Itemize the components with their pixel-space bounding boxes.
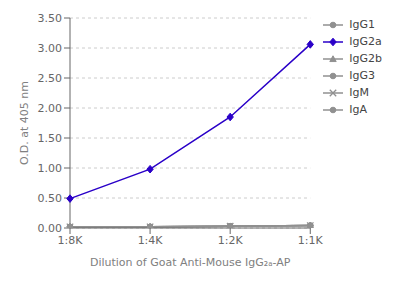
svg-text:3.00: 3.00	[38, 42, 63, 55]
html-text:IgG2b: IgG2b	[349, 52, 382, 65]
svg-text:3.50: 3.50	[38, 12, 63, 25]
svg-text:0.50: 0.50	[38, 192, 63, 205]
svg-text:1:2K: 1:2K	[218, 234, 244, 247]
html-text:IgA: IgA	[349, 103, 367, 116]
html-text:IgG1: IgG1	[349, 18, 375, 31]
svg-text:O.D. at 405 nm: O.D. at 405 nm	[18, 81, 31, 165]
svg-text:2.50: 2.50	[38, 72, 63, 85]
html-text:IgM: IgM	[349, 86, 369, 99]
svg-text:1.00: 1.00	[38, 162, 63, 175]
svg-text:Dilution of Goat Anti-Mouse Ig: Dilution of Goat Anti-Mouse IgG₂ₐ-AP	[90, 256, 291, 269]
svg-text:1:4K: 1:4K	[138, 234, 164, 247]
html-text:IgG2a: IgG2a	[349, 35, 382, 48]
svg-text:1:8K: 1:8K	[58, 234, 84, 247]
svg-text:1:1K: 1:1K	[298, 234, 324, 247]
html-text:IgG3: IgG3	[349, 69, 375, 82]
svg-text:1.50: 1.50	[38, 132, 63, 145]
svg-text:2.00: 2.00	[38, 102, 63, 115]
svg-text:0.00: 0.00	[38, 222, 63, 235]
